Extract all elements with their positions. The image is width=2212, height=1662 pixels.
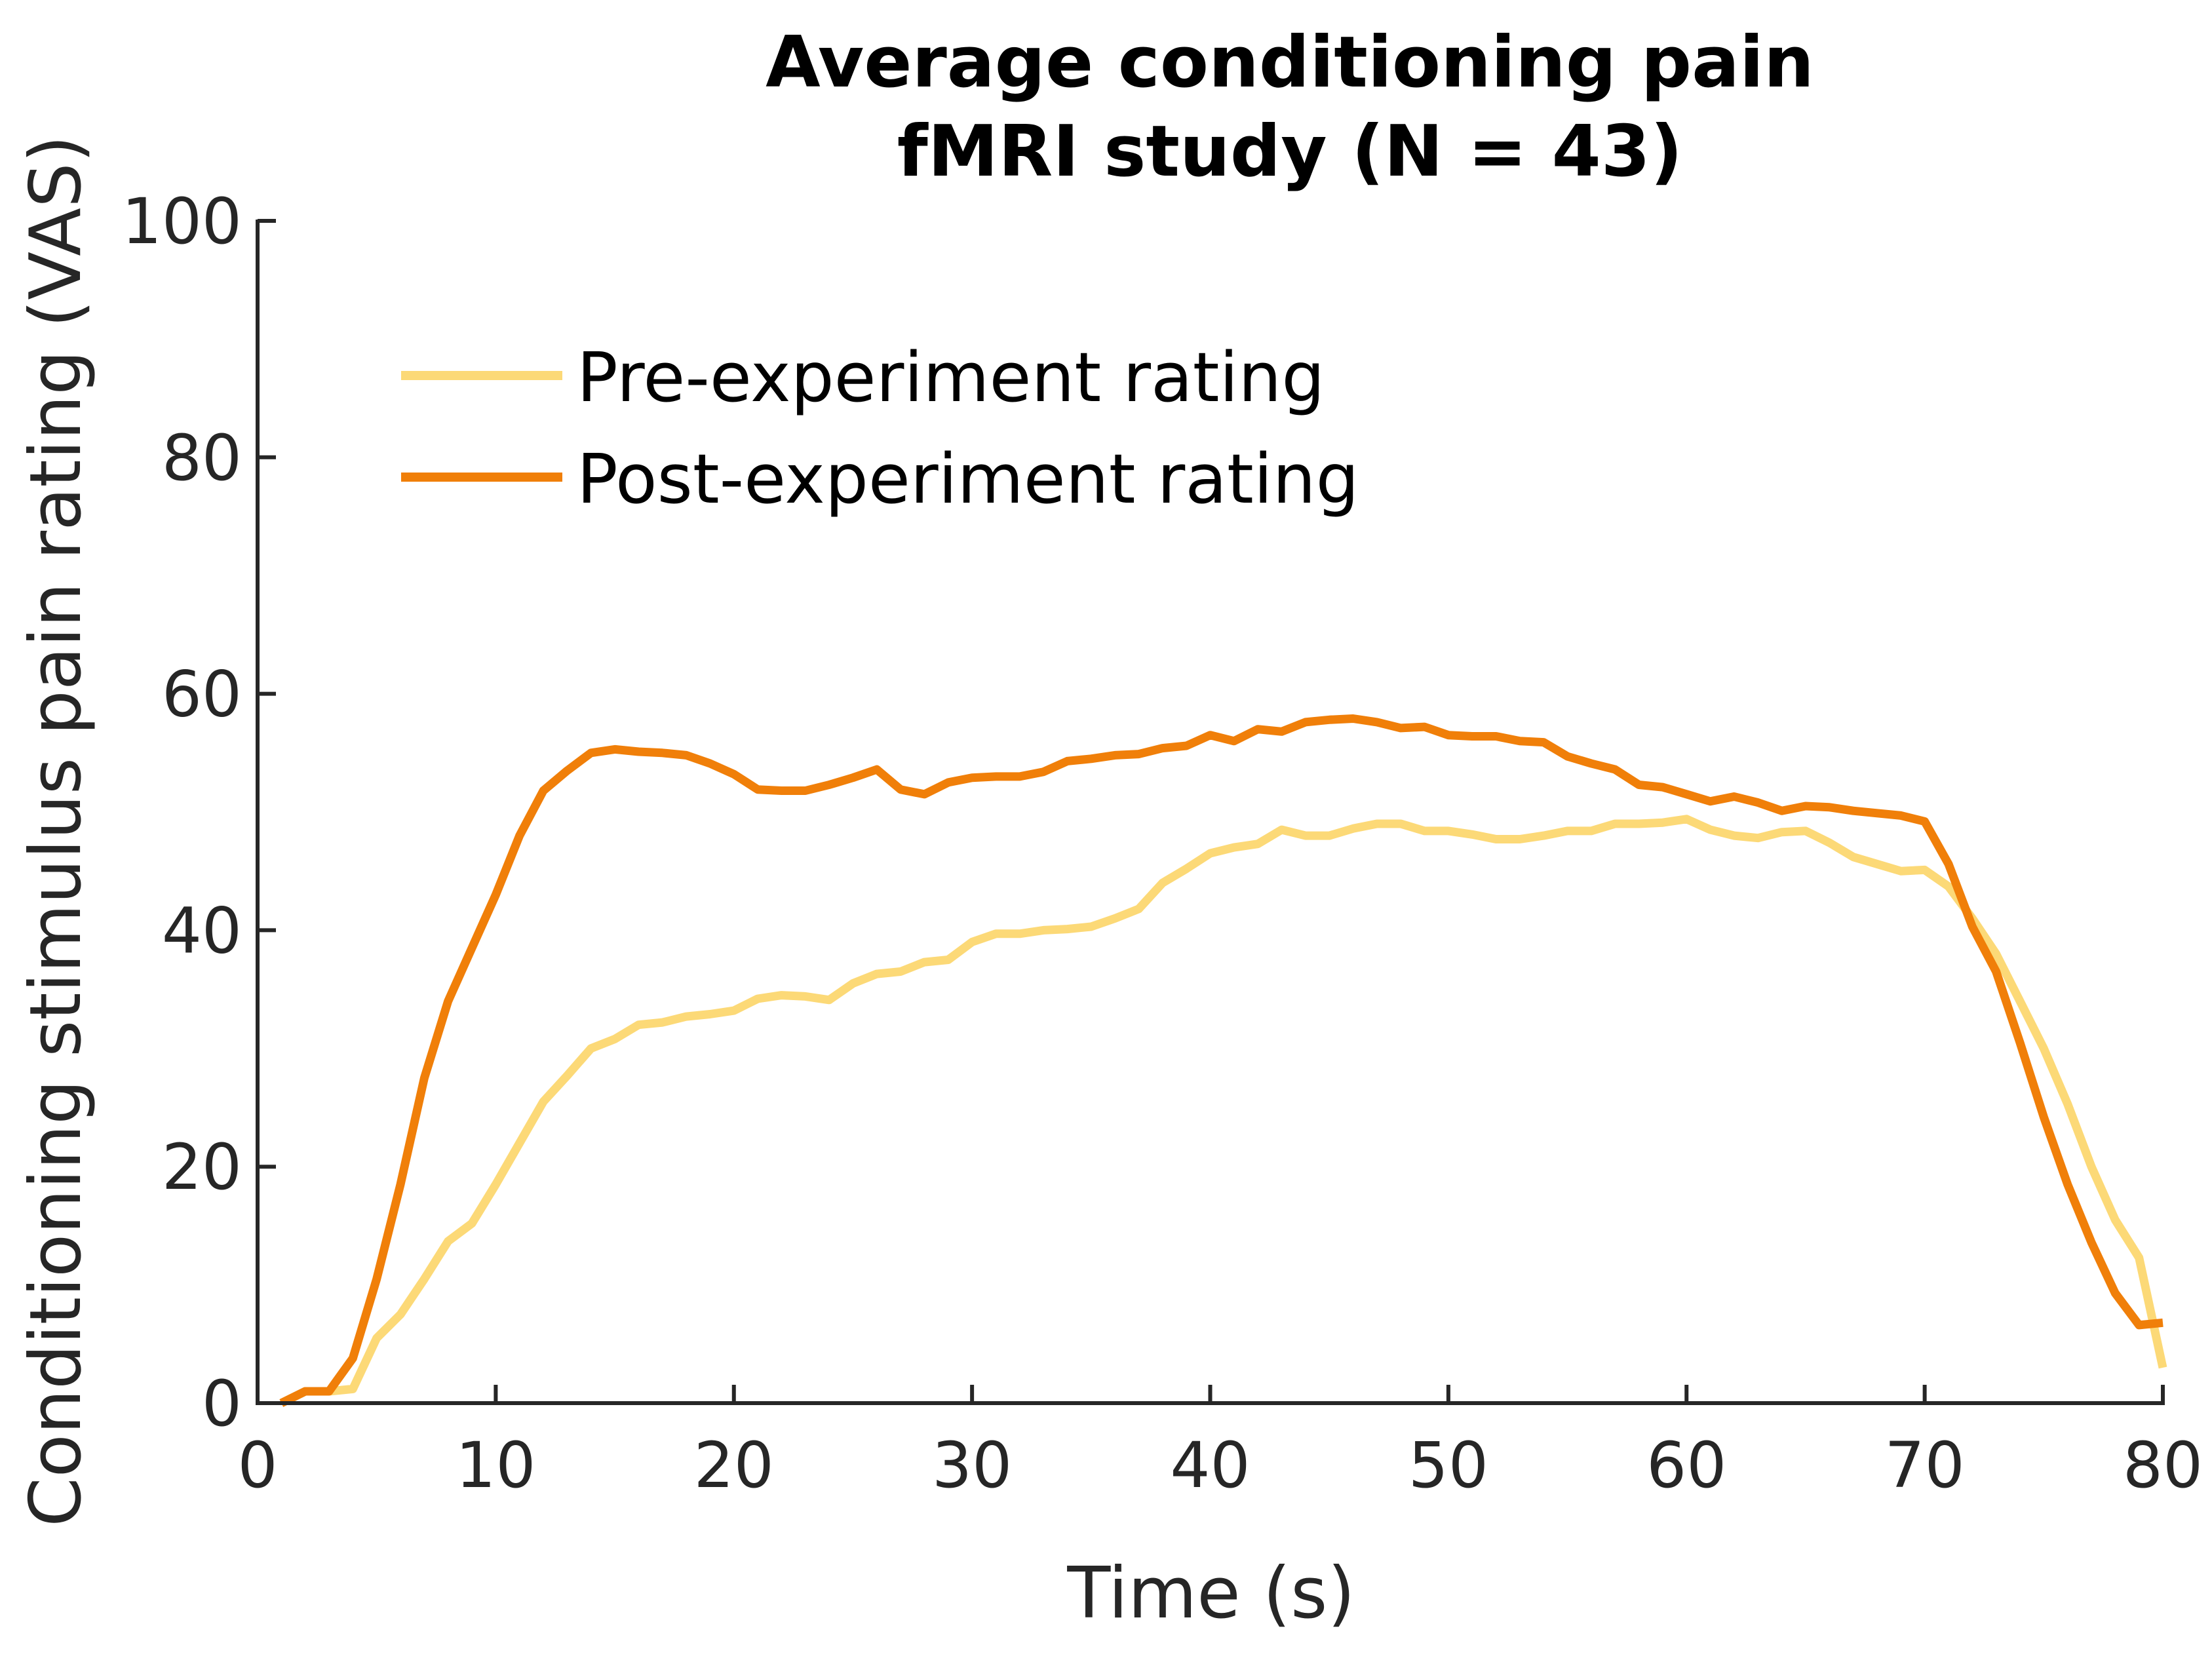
y-tick-label: 0 (202, 1367, 242, 1440)
y-tick-label: 60 (162, 658, 242, 731)
series-line-pre-experiment (279, 815, 2167, 1407)
x-tick-label: 10 (456, 1429, 535, 1502)
x-ticks: 0 10 20 30 40 50 60 70 80 (237, 1385, 2203, 1502)
y-tick-label: 80 (162, 421, 242, 495)
y-tick-label: 40 (162, 894, 242, 967)
x-axis: 0 10 20 30 40 50 60 70 80 (237, 1385, 2203, 1502)
legend-label-post: Post-experiment rating (577, 439, 1359, 519)
y-ticks: 0 20 40 60 80 100 (122, 185, 276, 1440)
plot-area (279, 714, 2167, 1407)
series-line-post-experiment (279, 714, 2163, 1407)
y-tick-label: 100 (122, 185, 242, 258)
y-axis: 0 20 40 60 80 100 (122, 185, 276, 1440)
legend: Pre-experiment rating Post-experiment ra… (401, 338, 1359, 519)
chart-title-line-1: Average conditioning pain (766, 22, 1814, 104)
x-tick-label: 0 (237, 1429, 277, 1502)
x-tick-label: 20 (694, 1429, 774, 1502)
chart-title-line-2: fMRI study (N = 43) (897, 111, 1683, 193)
x-tick-label: 50 (1408, 1429, 1488, 1502)
x-tick-label: 30 (932, 1429, 1012, 1502)
x-tick-label: 40 (1170, 1429, 1250, 1502)
y-tick-label: 20 (162, 1131, 242, 1204)
legend-label-pre: Pre-experiment rating (577, 338, 1325, 417)
x-axis-label: Time (s) (1066, 1553, 1355, 1634)
x-tick-label: 70 (1885, 1429, 1965, 1502)
y-axis-label: Conditioning stimulus pain rating (VAS) (15, 135, 97, 1527)
x-tick-label: 60 (1646, 1429, 1726, 1502)
x-tick-label: 80 (2123, 1429, 2203, 1502)
